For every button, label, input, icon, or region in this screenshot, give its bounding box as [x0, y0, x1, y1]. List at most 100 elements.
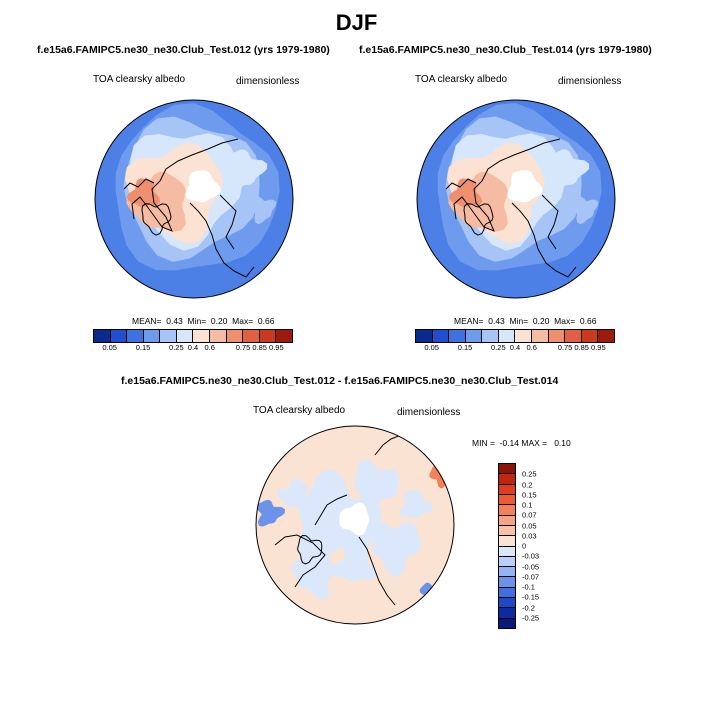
- panel1-colorbar-tick-label: 0.6: [204, 343, 215, 352]
- panel3-units-label: dimensionless: [397, 407, 461, 418]
- panel1-colorbar-swatch: [210, 330, 227, 342]
- panel1-colorbar-tick-label: 0.05: [102, 343, 117, 352]
- panel3-colorbar-swatch: [499, 474, 515, 485]
- panel1-field-label: TOA clearsky albedo: [93, 74, 186, 85]
- panel3-colorbar-swatch: [499, 525, 515, 537]
- panel2-colorbar-swatch: [598, 330, 614, 342]
- polar-missing-data: [339, 502, 370, 536]
- panel3-colorbar-swatch: [499, 598, 515, 609]
- diff-contour: [370, 521, 421, 578]
- map-boundary: [94, 99, 294, 299]
- panel1-colorbar-swatch: [127, 330, 144, 342]
- panel1-colorbar-tick-label: 0.95: [269, 343, 284, 352]
- greenland-outline: [297, 534, 323, 565]
- albedo-contour: [448, 178, 483, 207]
- coastline: [274, 534, 326, 588]
- panel3-colorbar-swatch: [499, 505, 515, 516]
- panel3-colorbar-swatch: [499, 587, 515, 599]
- panel3-colorbar-tick-label: -0.07: [522, 572, 540, 582]
- panel2-colorbar-swatch: [416, 330, 433, 342]
- coastline: [541, 194, 559, 250]
- panel1-title: f.e15a6.FAMIPC5.ne30_ne30.Club_Test.012 …: [37, 44, 330, 56]
- albedo-contour: [570, 196, 599, 225]
- panel3-colorbar-tick-label: -0.05: [522, 562, 540, 571]
- panel1-colorbar-tick-label: 0.4: [187, 343, 199, 352]
- panel1-colorbar-swatch: [176, 330, 194, 342]
- coastline: [219, 194, 237, 250]
- coastline: [314, 494, 348, 526]
- panel1-units-label: dimensionless: [236, 76, 300, 87]
- coastline: [189, 202, 255, 278]
- panel2-title: f.e15a6.FAMIPC5.ne30_ne30.Club_Test.014 …: [359, 44, 652, 56]
- panel3-colorbar-swatch: [499, 546, 515, 557]
- panel2-colorbar-swatch: [465, 330, 483, 342]
- diff-contour: [291, 552, 336, 601]
- panel3-colorbar-swatch: [499, 484, 515, 495]
- panel3-colorbar-swatch: [499, 536, 515, 547]
- panel3-colorbar-tick-label: 0: [522, 541, 527, 551]
- panel1-stats: MEAN= 0.43 Min= 0.20 Max= 0.66: [132, 316, 275, 326]
- panel3-stats: MIN = -0.14 MAX = 0.10: [472, 438, 571, 448]
- panel1-colorbar-swatch: [226, 330, 244, 342]
- panel3-colorbar-swatch: [499, 464, 515, 475]
- albedo-contour: [126, 178, 161, 207]
- panel1-colorbar-tick-label: 0.15: [135, 343, 151, 352]
- panel2-colorbar-tick-label: 0.6: [526, 343, 537, 352]
- panel3-colorbar-tick-label: 0.05: [522, 521, 537, 530]
- panel3-colorbar-swatch: [499, 618, 515, 628]
- coastline: [131, 138, 239, 232]
- panel2-field-label: TOA clearsky albedo: [415, 74, 508, 85]
- panel3-colorbar-swatch: [499, 494, 515, 506]
- map-boundary: [255, 425, 455, 625]
- panel2-colorbar-tick-label: 0.15: [457, 343, 473, 352]
- coastline: [445, 178, 477, 190]
- panel3-title: f.e15a6.FAMIPC5.ne30_ne30.Club_Test.012 …: [121, 375, 559, 387]
- panel1-colorbar-tick-label: 0.25: [169, 343, 184, 352]
- polar-missing-data: [507, 170, 543, 203]
- panel3-colorbar-tick-label: -0.03: [522, 551, 540, 561]
- panel2-colorbar-tick-label: 0.95: [591, 343, 606, 352]
- diff-contour: [297, 469, 382, 565]
- panel1-colorbar-swatch: [193, 330, 211, 342]
- panel2-colorbar-swatch: [515, 330, 533, 342]
- diff-contour: [256, 499, 285, 527]
- panel1-colorbar-tick-label: 0.85: [252, 343, 267, 352]
- panel3-colorbar-swatch: [499, 556, 515, 568]
- panel2-colorbar-tick-label: 0.75: [557, 343, 573, 352]
- panel3-colorbar-swatch: [499, 608, 515, 619]
- panel3-colorbar-swatch: [499, 577, 515, 588]
- panel3-field-label: TOA clearsky albedo: [253, 405, 346, 416]
- panel3-colorbar-tick-label: 0.03: [522, 531, 537, 541]
- panel1-colorbar-swatch: [160, 330, 177, 342]
- coastline: [511, 202, 577, 278]
- panel2-colorbar-swatch: [532, 330, 549, 342]
- panel3-colorbar-tick-label: 0.25: [522, 469, 537, 479]
- panel2-units-label: dimensionless: [558, 76, 622, 87]
- panel2-polar-map: [416, 99, 616, 299]
- panel2-colorbar-tick-label: 0.05: [424, 343, 439, 352]
- coastline: [453, 138, 561, 232]
- panel3-colorbar-tick-label: 0.1: [522, 500, 533, 510]
- panel1-colorbar-swatch: [276, 330, 292, 342]
- panel2-stats: MEAN= 0.43 Min= 0.20 Max= 0.66: [454, 316, 597, 326]
- season-title: DJF: [335, 10, 378, 35]
- polar-missing-data: [185, 170, 221, 203]
- panel3-colorbar-tick-label: 0.07: [522, 510, 537, 520]
- panel1-colorbar-swatch: [110, 330, 128, 342]
- panel3-colorbar-tick-label: 0.2: [522, 480, 533, 489]
- panel2-colorbar-swatch: [581, 330, 599, 342]
- map-boundary: [416, 99, 616, 299]
- panel3-colorbar-tick-label: -0.15: [522, 592, 540, 602]
- greenland-outline: [463, 203, 494, 236]
- albedo-contour: [248, 196, 277, 225]
- diff-contour: [332, 544, 377, 582]
- panel1-colorbar-tick-label: 0.75: [235, 343, 251, 352]
- diff-contour: [277, 478, 309, 510]
- diff-contour: [399, 490, 434, 518]
- panel2-colorbar-swatch: [565, 330, 582, 342]
- panel1-colorbar-swatch: [243, 330, 260, 342]
- coastline: [358, 536, 396, 606]
- panel2-colorbar-swatch: [498, 330, 516, 342]
- panel2-colorbar-swatch: [432, 330, 450, 342]
- panel3-colorbar-tick-label: -0.25: [522, 613, 540, 623]
